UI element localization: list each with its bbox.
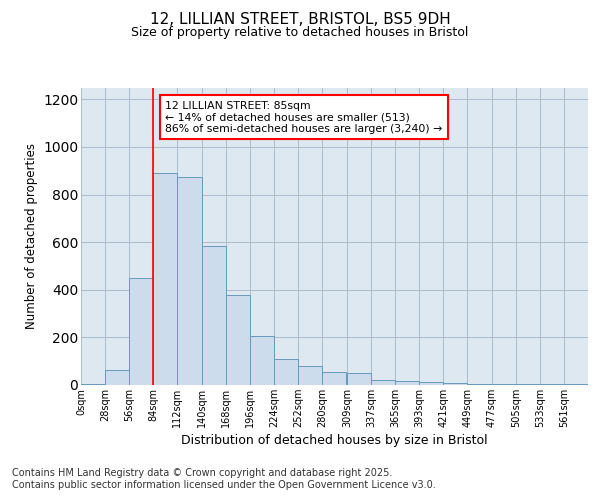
Bar — [515, 384, 540, 385]
Bar — [250, 336, 274, 385]
Bar — [395, 382, 419, 385]
Bar — [129, 278, 154, 385]
Text: Size of property relative to detached houses in Bristol: Size of property relative to detached ho… — [131, 26, 469, 39]
Bar — [540, 384, 564, 385]
Bar — [81, 384, 105, 385]
Bar — [154, 173, 178, 385]
Bar — [298, 366, 322, 385]
Bar — [322, 372, 346, 385]
Text: 12, LILLIAN STREET, BRISTOL, BS5 9DH: 12, LILLIAN STREET, BRISTOL, BS5 9DH — [149, 12, 451, 28]
Bar — [105, 370, 129, 385]
Y-axis label: Number of detached properties: Number of detached properties — [25, 143, 38, 329]
Bar — [467, 384, 491, 385]
Bar — [274, 359, 298, 385]
Bar — [491, 384, 515, 385]
Text: 12 LILLIAN STREET: 85sqm
← 14% of detached houses are smaller (513)
86% of semi-: 12 LILLIAN STREET: 85sqm ← 14% of detach… — [166, 100, 443, 134]
Bar — [371, 380, 395, 385]
Bar — [564, 384, 588, 385]
X-axis label: Distribution of detached houses by size in Bristol: Distribution of detached houses by size … — [181, 434, 488, 447]
Text: Contains HM Land Registry data © Crown copyright and database right 2025.
Contai: Contains HM Land Registry data © Crown c… — [12, 468, 436, 490]
Bar — [443, 382, 467, 385]
Bar — [347, 373, 371, 385]
Bar — [419, 382, 443, 385]
Bar — [178, 177, 202, 385]
Bar — [202, 246, 226, 385]
Bar — [226, 294, 250, 385]
